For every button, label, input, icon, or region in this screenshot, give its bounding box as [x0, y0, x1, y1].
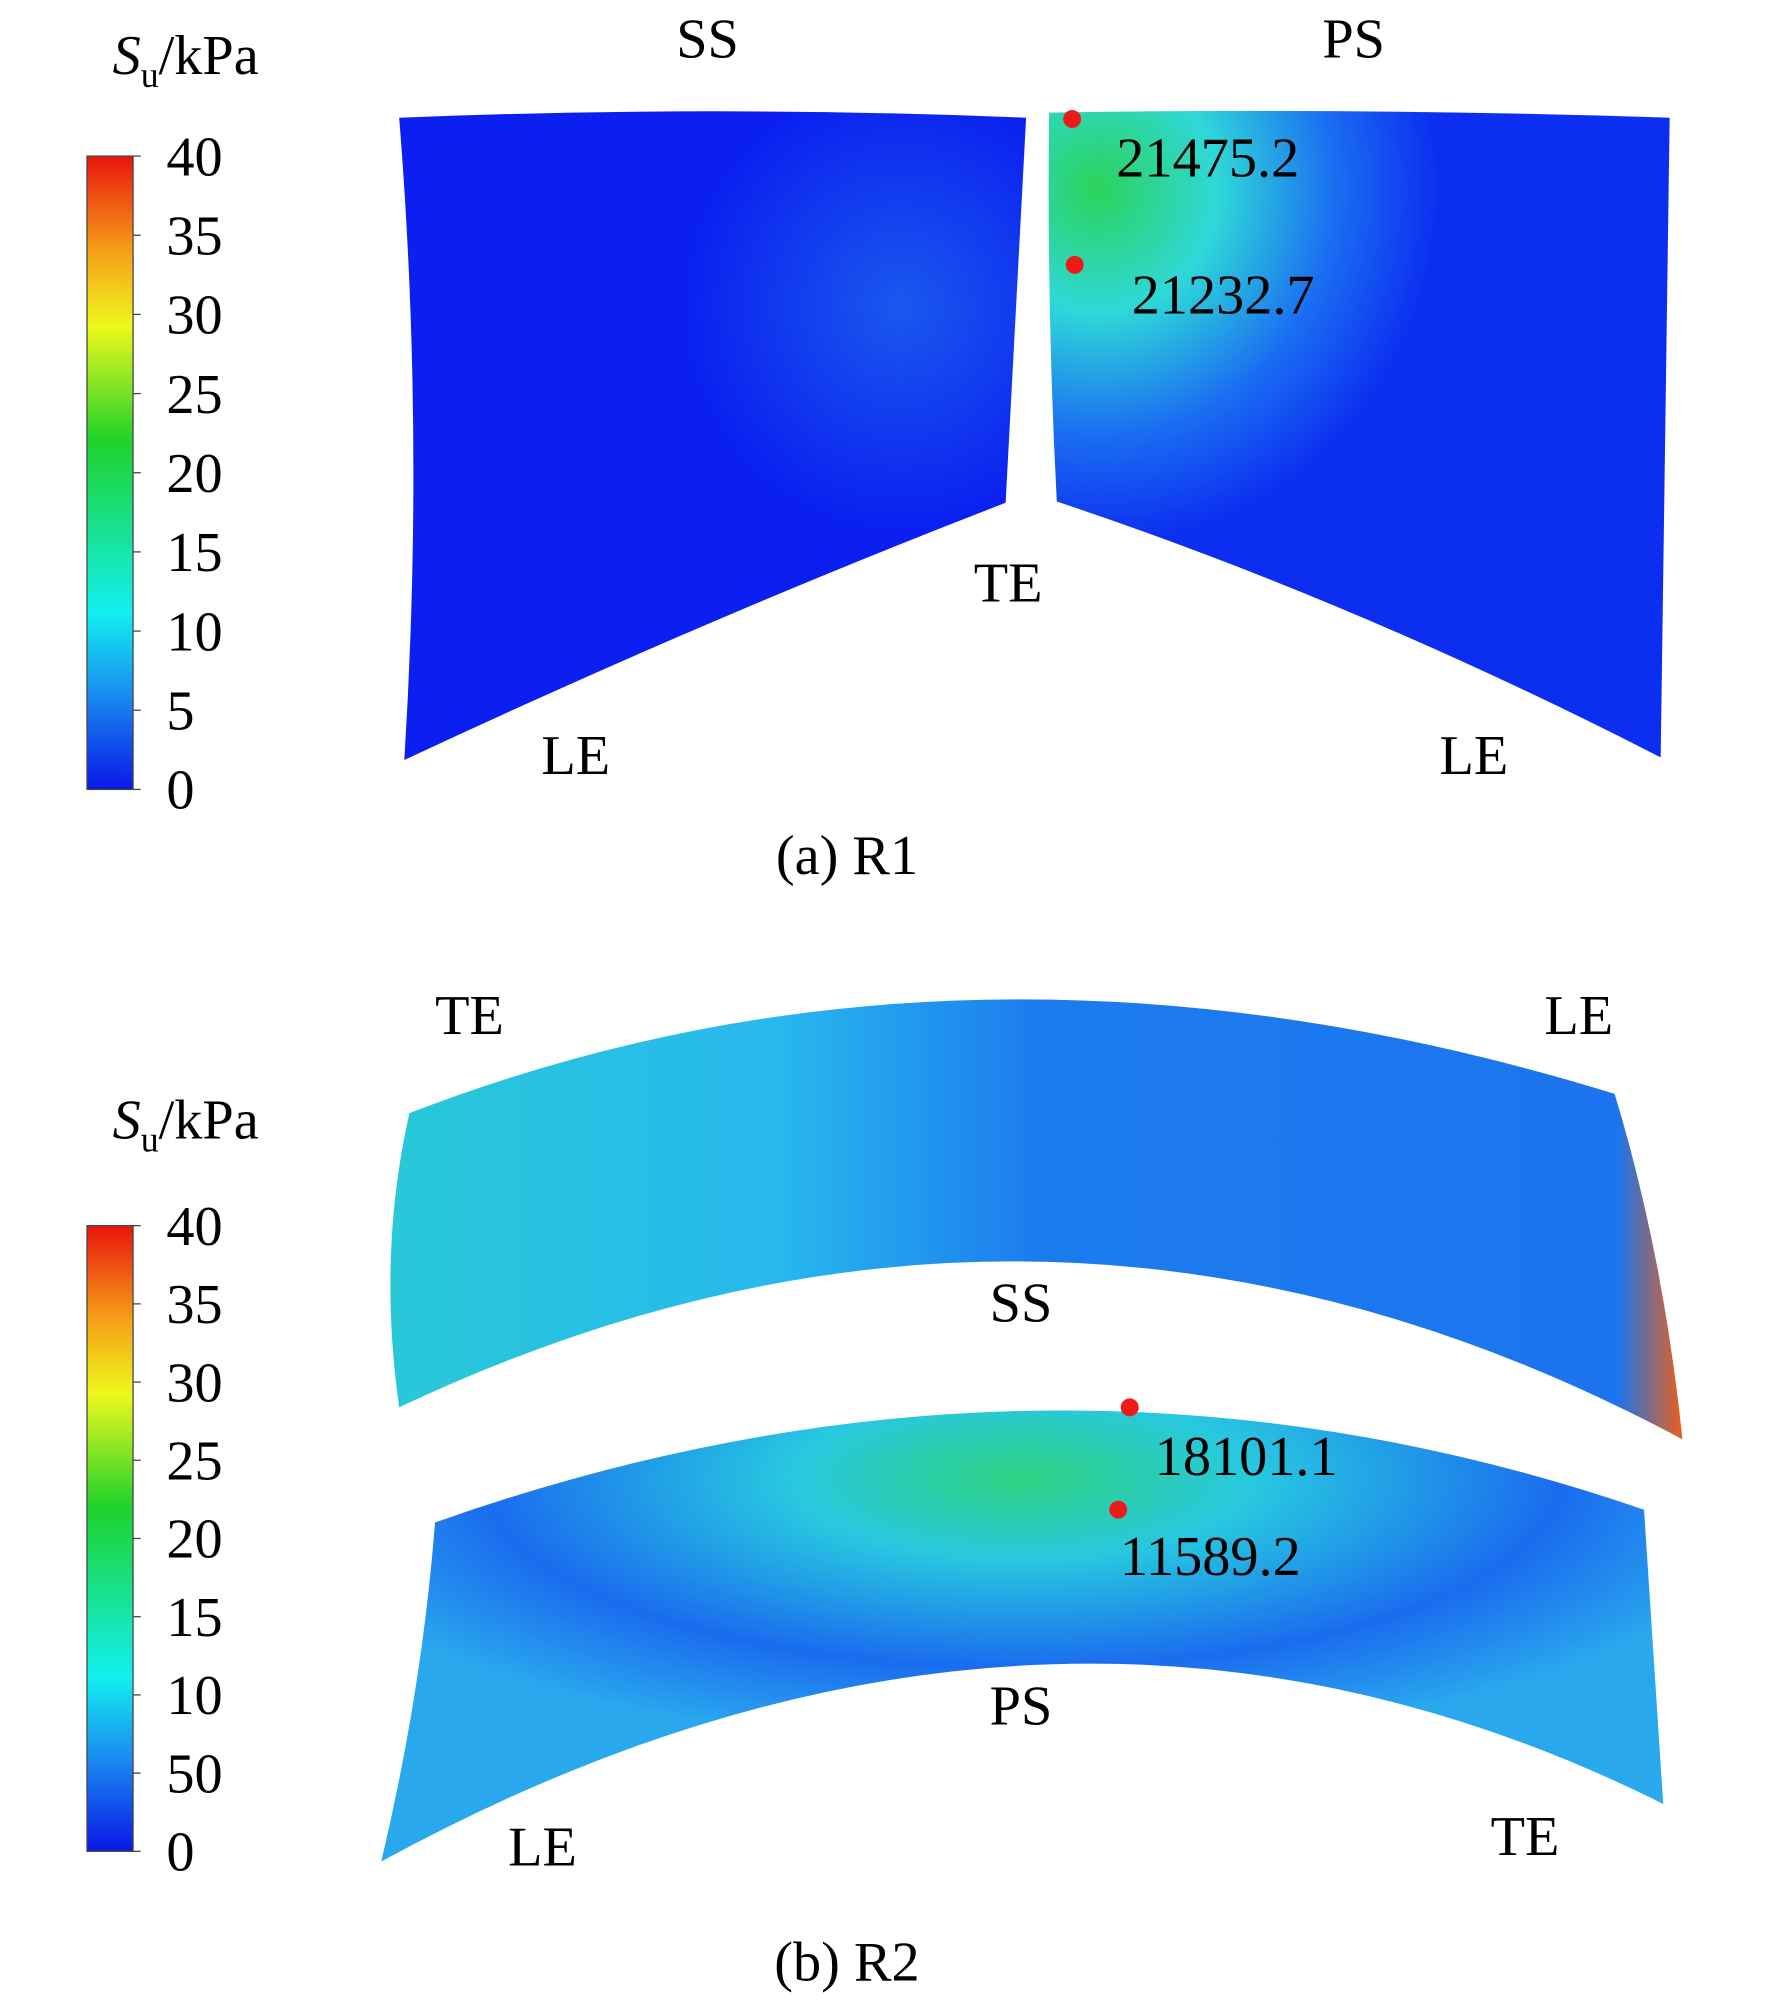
region-label: LE — [1440, 725, 1509, 787]
colorbar-tick-label: 0 — [166, 760, 194, 822]
ss-blade-r1 — [399, 111, 1027, 760]
colorbar-unit: /kPa — [159, 25, 259, 87]
region-label: LE — [541, 725, 610, 787]
ps-blade-r1 — [1048, 110, 1670, 758]
colorbar-tick-label: 10 — [166, 601, 222, 663]
colorbar-tick-label: 25 — [166, 1430, 222, 1492]
colorbar-tick-label: 20 — [166, 1509, 222, 1571]
max-point — [1120, 1398, 1139, 1417]
colorbar — [86, 155, 134, 791]
max-point — [1063, 110, 1082, 128]
colorbar-title: Su/kPa — [113, 25, 259, 95]
colorbar-subscript: u — [141, 1119, 159, 1159]
colorbar — [86, 1225, 134, 1852]
point-value: 18101.1 — [1155, 1426, 1338, 1488]
colorbar-tick-label: 30 — [166, 285, 222, 347]
max-point — [1109, 1500, 1128, 1519]
colorbar-tick-label: 25 — [166, 364, 222, 426]
colorbar-tick-label: 35 — [166, 205, 222, 267]
colorbar-unit: /kPa — [159, 1090, 259, 1152]
region-label: LE — [508, 1816, 577, 1878]
region-label: SS — [990, 1273, 1053, 1335]
colorbar-tick-label: 0 — [166, 1822, 194, 1884]
point-value: 21475.2 — [1116, 128, 1299, 190]
colorbar-tick-label: 20 — [166, 443, 222, 505]
colorbar-subscript: u — [141, 55, 159, 95]
region-label: SS — [676, 9, 739, 71]
colorbar-tick-label: 5 — [166, 680, 194, 742]
caption: (b) R2 — [774, 1932, 919, 1994]
colorbar-tick-label: 35 — [166, 1274, 222, 1336]
colorbar-tick-label: 15 — [166, 1587, 222, 1649]
colorbar-tick-label: 30 — [166, 1352, 222, 1414]
region-label: TE — [435, 985, 504, 1047]
point-value: 11589.2 — [1120, 1526, 1301, 1588]
region-label: TE — [1491, 1806, 1560, 1868]
colorbar-tick-label: 15 — [166, 522, 222, 584]
colorbar-symbol: S — [113, 25, 141, 87]
max-point — [1065, 255, 1084, 274]
region-label: LE — [1544, 985, 1613, 1047]
caption: (a) R1 — [776, 825, 918, 887]
point-value: 21232.7 — [1132, 264, 1315, 326]
colorbar-symbol: S — [113, 1090, 141, 1152]
region-label: PS — [1322, 9, 1385, 71]
colorbar-tick-label: 40 — [166, 1196, 222, 1258]
colorbar-tick-label: 50 — [166, 1743, 222, 1805]
ss-blade-r2 — [390, 999, 1683, 1440]
ps-blade-r2 — [381, 1410, 1664, 1862]
region-label: PS — [990, 1676, 1053, 1738]
region-label: TE — [974, 552, 1043, 614]
colorbar-tick-label: 40 — [166, 126, 222, 188]
colorbar-title: Su/kPa — [113, 1090, 259, 1160]
colorbar-tick-label: 10 — [166, 1665, 222, 1727]
